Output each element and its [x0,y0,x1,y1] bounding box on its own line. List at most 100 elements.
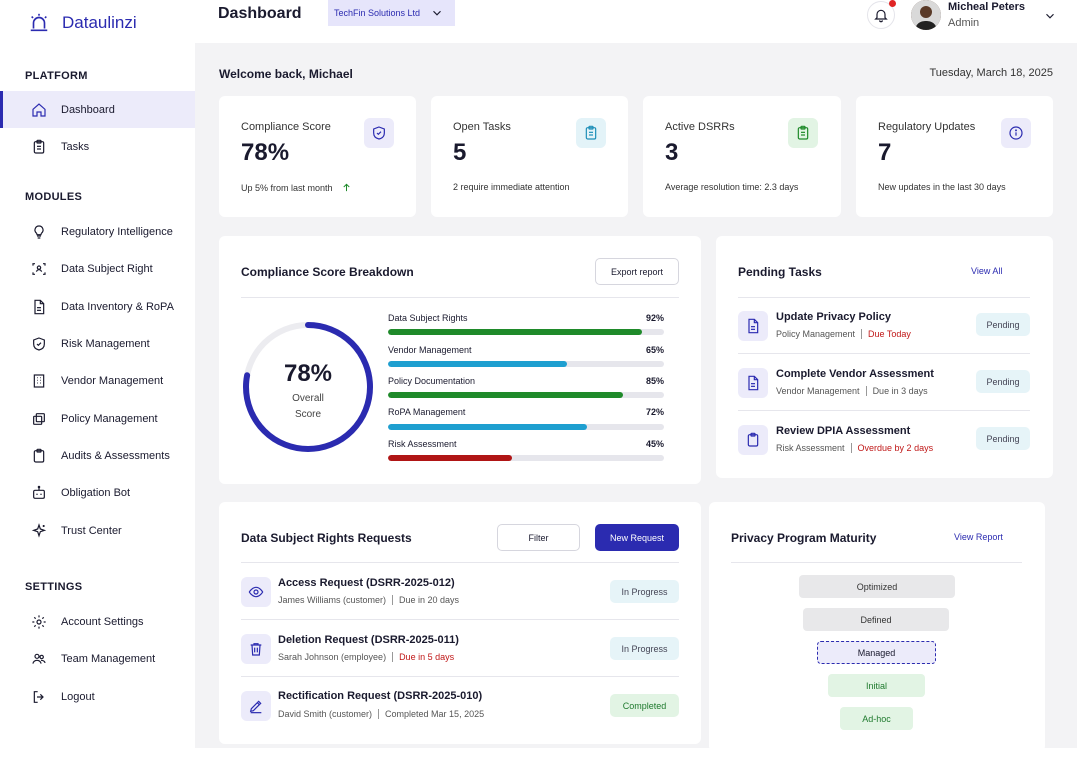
bar-label: Policy Documentation [388,376,476,386]
copy-icon [33,412,45,425]
sidebar-item-tasks[interactable]: Tasks [0,128,195,165]
org-select-value: TechFin Solutions Ltd [334,8,421,18]
current-date: Tuesday, March 18, 2025 [929,67,1053,79]
stat-card-regulatory-updates[interactable]: Regulatory Updates 7 New updates in the … [856,96,1053,217]
topbar: Dashboard TechFin Solutions Ltd Micheal … [195,0,1077,43]
sidebar-item-policy-management[interactable]: Policy Management [0,400,195,437]
home-icon [32,102,46,117]
request-title[interactable]: Deletion Request (DSRR-2025-011) [278,634,459,646]
score-value: 78% [283,360,333,387]
score-donut-arc [243,322,373,452]
task-title[interactable]: Complete Vendor Assessment [776,368,934,380]
gear-icon [32,614,46,629]
stat-sub: Up 5% from last month [241,182,352,193]
maturity-level-adhoc: Ad-hoc [840,707,913,730]
filter-button[interactable]: Filter [497,524,580,551]
score-donut [243,322,373,452]
sidebar-item-risk-management[interactable]: Risk Management [0,325,195,362]
avatar[interactable] [911,0,941,30]
stat-card-compliance[interactable]: Compliance Score 78% Up 5% from last mon… [219,96,416,217]
sidebar-item-data-subject-right[interactable]: Data Subject Right [0,250,195,287]
task-meta: Risk Assessment Overdue by 2 days [776,443,934,453]
sidebar-item-regulatory-intelligence[interactable]: Regulatory Intelligence [0,213,195,250]
task-title[interactable]: Review DPIA Assessment [776,425,911,437]
sidebar-item-account-settings[interactable]: Account Settings [0,603,195,640]
sidebar-item-vendor-management[interactable]: Vendor Management [0,362,195,399]
request-meta: Sarah Johnson (employee) Due in 5 days [278,652,455,662]
arrow-up-icon [342,183,350,192]
export-report-button[interactable]: Export report [595,258,679,285]
request-title[interactable]: Access Request (DSRR-2025-012) [278,577,455,589]
status-badge: Pending [976,370,1030,393]
bar-label: Vendor Management [388,345,472,355]
status-badge: Pending [976,427,1030,450]
page-title: Dashboard [218,5,302,22]
bar-fill [388,455,513,461]
trash-icon [241,634,271,664]
bar-track [388,455,664,461]
sidebar-item-label: Tasks [61,140,90,153]
divider [241,297,679,298]
bar-label: RoPA Management [388,407,466,417]
bar-pct: 85% [645,376,664,386]
request-title[interactable]: Rectification Request (DSRR-2025-010) [278,690,483,702]
divider [241,619,679,620]
sidebar-item-obligation-bot[interactable]: Obligation Bot [0,474,195,511]
building-icon [33,373,45,388]
maturity-level-defined: Defined [803,608,949,631]
chevron-down-icon[interactable] [1043,9,1057,23]
sidebar-item-audits[interactable]: Audits & Assessments [0,437,195,474]
stat-sub: Average resolution time: 2.3 days [665,182,799,192]
clipboard-icon [738,425,768,455]
sidebar-item-team-management[interactable]: Team Management [0,640,195,677]
view-report-link[interactable]: View Report [954,532,1003,542]
status-badge: In Progress [610,637,679,660]
stat-sub: 2 require immediate attention [453,182,570,192]
document-icon [34,299,45,314]
sidebar-item-label: Dashboard [61,103,115,116]
maturity-level-optimized: Optimized [799,575,955,598]
new-request-button[interactable]: New Request [595,524,679,551]
sidebar-item-logout[interactable]: Logout [0,678,195,715]
stat-value: 78% [241,139,290,166]
sidebar-item-label: Team Management [61,652,156,665]
status-badge: Completed [610,694,679,717]
sidebar-item-dashboard[interactable]: Dashboard [0,91,195,128]
bar-track [388,392,664,398]
stat-value: 3 [665,139,679,166]
view-all-link[interactable]: View All [971,266,1003,276]
stat-label: Open Tasks [453,121,511,133]
pencil-icon [241,691,271,721]
maturity-title: Privacy Program Maturity [731,531,877,545]
clipboard-icon [33,448,45,463]
sidebar-item-data-inventory[interactable]: Data Inventory & RoPA [0,288,195,325]
lightbulb-icon [34,224,44,239]
bar-track [388,361,664,367]
pending-title: Pending Tasks [738,265,822,279]
divider [241,562,679,563]
stat-label: Regulatory Updates [878,121,976,133]
sidebar-item-label: Audits & Assessments [61,449,170,462]
sidebar: Dataulinzi PLATFORM Dashboard Tasks MODU… [0,0,195,748]
bar-fill [388,392,623,398]
stat-sub: New updates in the last 30 days [878,182,1006,192]
document-icon [738,311,768,341]
bar-label: Data Subject Rights [388,313,468,323]
eye-icon [241,577,271,607]
stat-card-active-dsrrs[interactable]: Active DSRRs 3 Average resolution time: … [643,96,841,217]
users-icon [32,653,46,664]
brand[interactable]: Dataulinzi [28,12,137,34]
notifications-button[interactable] [867,1,895,29]
stat-card-open-tasks[interactable]: Open Tasks 5 2 require immediate attenti… [431,96,628,217]
logout-icon [33,690,44,703]
sidebar-item-label: Policy Management [61,412,158,425]
section-label-platform: PLATFORM [25,70,88,82]
sidebar-item-label: Logout [61,690,95,703]
task-meta: Vendor Management Due in 3 days [776,386,928,396]
dsrr-title: Data Subject Rights Requests [241,531,412,545]
task-title[interactable]: Update Privacy Policy [776,311,891,323]
shield-icon [364,118,394,148]
user-name: Micheal Peters [948,1,1026,13]
org-select[interactable]: TechFin Solutions Ltd [328,0,455,26]
sidebar-item-trust-center[interactable]: Trust Center [0,512,195,549]
